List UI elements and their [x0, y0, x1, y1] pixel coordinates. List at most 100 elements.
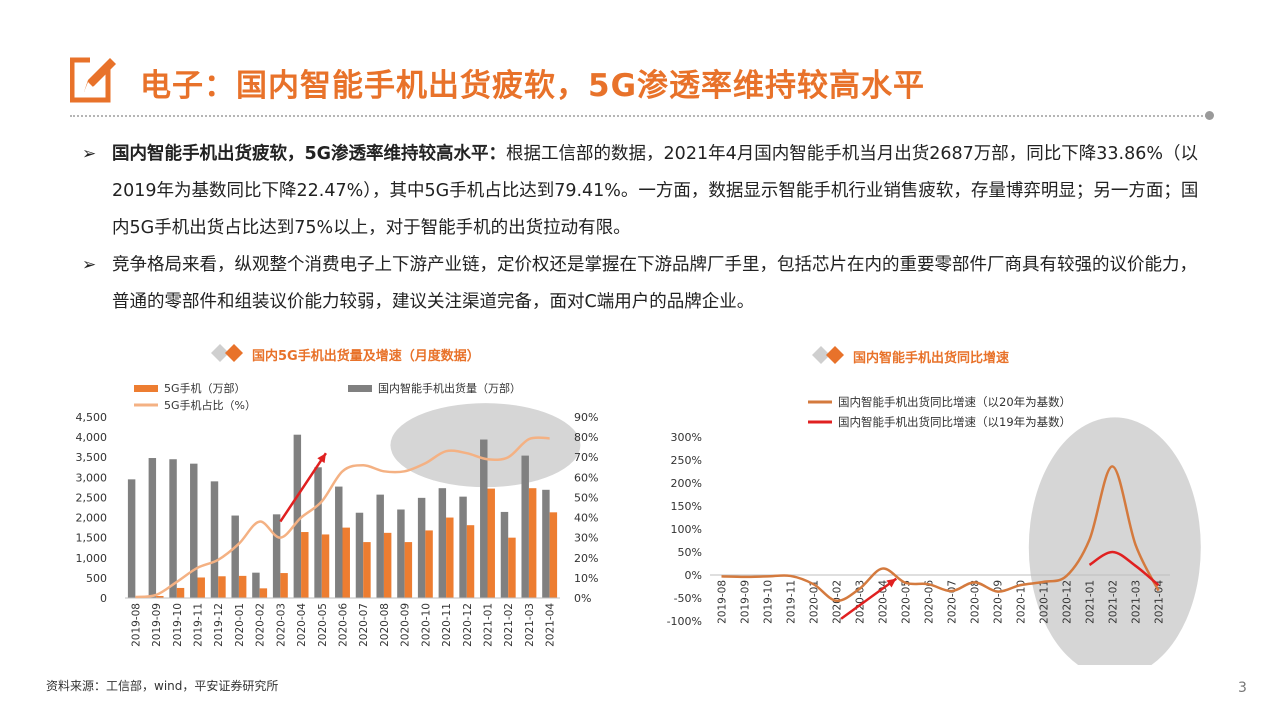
- y-tick-label: -50%: [674, 592, 702, 605]
- y-tick-label: 50%: [678, 546, 702, 559]
- bullet-item: ➢ 竞争格局来看，纵观整个消费电子上下游产业链，定价权还是掌握在下游品牌厂手里，…: [80, 247, 1210, 321]
- series-growth-base2019-line: [1088, 550, 1160, 587]
- y-tick-label-left: 4,500: [76, 411, 108, 424]
- bar-total-shipments: [148, 458, 157, 598]
- x-tick-label: 2020-10: [1016, 580, 1028, 624]
- highlight-ellipse: [1028, 417, 1201, 665]
- x-tick-label: 2021-03: [524, 603, 536, 647]
- bar-total-shipments: [169, 459, 177, 598]
- y-tick-label-left: 3,000: [76, 471, 108, 484]
- bar-total-shipments: [438, 488, 447, 598]
- bar-5g-shipments: [383, 532, 392, 598]
- trend-arrow-head: [317, 453, 326, 464]
- legend-label: 国内智能手机出货同比增速（以20年为基数）: [838, 395, 1071, 409]
- bar-5g-shipments: [487, 488, 495, 598]
- y-tick-label-right: 90%: [574, 411, 598, 424]
- bar-5g-shipments: [280, 573, 288, 598]
- bar-5g-shipments: [363, 542, 371, 598]
- bar-5g-shipments: [321, 534, 330, 598]
- chart1-title: 国内5G手机出货量及增速（月度数据）: [252, 349, 480, 364]
- x-tick-label: 2021-04: [545, 603, 557, 647]
- x-tick-label: 2020-07: [947, 580, 959, 624]
- bar-5g-shipments: [176, 587, 185, 598]
- chart1-5g-shipments: 5G手机（万部） 国内智能手机出货量（万部） 5G手机占比（%） 0 500 1,000 1…: [76, 381, 599, 647]
- x-tick-label: 2020-11: [441, 603, 453, 647]
- y-tick-label-right: 50%: [574, 491, 598, 504]
- bar-total-shipments: [542, 489, 550, 598]
- bar-total-shipments: [210, 481, 219, 598]
- bar-5g-shipments: [446, 517, 454, 598]
- bullet-text: 根据工信部的数据，2021年4月国内智能手机当月出货2687万部，同比下降33.…: [112, 144, 1199, 238]
- y-tick-label: 250%: [671, 454, 702, 467]
- bar-5g-shipments: [342, 527, 350, 598]
- bullet-arrow-icon: ➢: [82, 144, 97, 164]
- legend-label: 国内智能手机出货同比增速（以19年为基数）: [838, 415, 1071, 429]
- page-title: 电子：国内智能手机出货疲软，5G渗透率维持较高水平: [140, 68, 926, 104]
- y-tick-label: 150%: [671, 500, 702, 513]
- bullet-list: ➢ 国内智能手机出货疲软，5G渗透率维持较高水平：根据工信部的数据，2021年4…: [80, 136, 1210, 321]
- bar-total-shipments: [293, 434, 302, 598]
- source-footnote: 资料来源：工信部，wind，平安证券研究所: [46, 679, 279, 693]
- series-5g-share-line: [135, 436, 550, 599]
- bar-5g-shipments: [156, 595, 164, 598]
- bar-total-shipments: [459, 496, 467, 598]
- bar-5g-shipments: [425, 530, 433, 598]
- y-tick-label-right: 20%: [574, 552, 598, 565]
- x-tick-label: 2019-11: [193, 603, 205, 647]
- bar-5g-shipments: [238, 575, 247, 598]
- x-tick-label: 2021-02: [1108, 580, 1120, 624]
- y-tick-label-right: 0%: [574, 592, 591, 605]
- bar-5g-shipments: [466, 525, 475, 598]
- x-tick-label: 2019-10: [763, 580, 775, 624]
- y-tick-label-right: 10%: [574, 572, 598, 585]
- x-tick-label: 2021-04: [1154, 580, 1166, 624]
- edit-pencil-icon: [70, 56, 116, 103]
- x-tick-label: 2020-02: [255, 603, 267, 647]
- bar-total-shipments: [127, 479, 136, 598]
- legend-label: 国内智能手机出货量（万部）: [378, 381, 521, 395]
- x-tick-label: 2020-03: [275, 603, 287, 647]
- x-tick-label: 2020-05: [901, 580, 913, 624]
- y-tick-label: 200%: [671, 477, 702, 490]
- x-tick-label: 2020-11: [1039, 580, 1051, 624]
- title-divider: [70, 115, 1210, 117]
- x-tick-label: 2020-05: [317, 603, 329, 647]
- x-tick-label: 2020-10: [420, 603, 432, 647]
- y-tick-label: 100%: [671, 523, 702, 536]
- bar-5g-shipments: [197, 577, 205, 598]
- x-tick-label: 2021-02: [503, 603, 515, 647]
- trend-arrow-head: [886, 578, 897, 588]
- y-tick-label-left: 2,000: [76, 512, 108, 525]
- bar-total-shipments: [521, 455, 529, 598]
- x-tick-label: 2020-12: [1062, 580, 1074, 624]
- x-tick-label: 2021-01: [483, 603, 495, 647]
- y-tick-label-left: 3,500: [76, 451, 108, 464]
- x-tick-label: 2020-12: [462, 603, 474, 647]
- y-tick-label-right: 80%: [574, 431, 598, 444]
- series-growth-base2020-line: [721, 465, 1160, 603]
- bar-5g-shipments: [259, 588, 268, 598]
- x-tick-label: 2020-09: [993, 580, 1005, 624]
- chart2-title: 国内智能手机出货同比增速: [853, 351, 1010, 366]
- y-tick-label-right: 30%: [574, 532, 598, 545]
- bar-total-shipments: [500, 511, 509, 598]
- bar-total-shipments: [231, 515, 239, 598]
- y-tick-label-left: 0: [100, 592, 107, 605]
- y-tick-label: 300%: [671, 431, 702, 444]
- y-tick-label-left: 2,500: [76, 491, 108, 504]
- y-tick-label-left: 1,000: [76, 552, 108, 565]
- y-tick-label-right: 70%: [574, 451, 598, 464]
- x-tick-label: 2020-01: [809, 580, 821, 624]
- bar-total-shipments: [417, 497, 426, 598]
- bullet-item: ➢ 国内智能手机出货疲软，5G渗透率维持较高水平：根据工信部的数据，2021年4…: [80, 136, 1210, 247]
- bar-total-shipments: [190, 463, 198, 598]
- diamond-bullet-icon: [211, 344, 243, 362]
- x-tick-label: 2020-06: [924, 580, 936, 624]
- x-tick-label: 2020-01: [234, 603, 246, 647]
- x-tick-label: 2021-03: [1131, 580, 1143, 624]
- legend-label: 5G手机（万部）: [164, 381, 246, 395]
- bar-5g-shipments: [301, 532, 309, 598]
- page-number: 3: [1238, 680, 1247, 696]
- x-tick-label: 2019-09: [151, 603, 163, 647]
- bar-5g-shipments: [508, 537, 516, 598]
